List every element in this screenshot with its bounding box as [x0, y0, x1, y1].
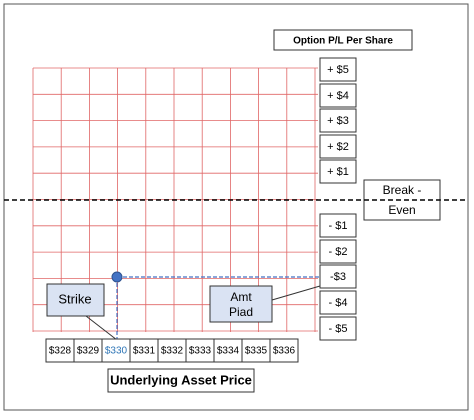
price-label: $334	[217, 346, 240, 357]
pl-label: -$3	[330, 271, 346, 283]
pl-box	[319, 108, 357, 133]
pl-label: - $2	[329, 246, 348, 258]
pl-box	[319, 83, 357, 108]
title-box	[273, 29, 413, 51]
strike-point	[111, 271, 123, 283]
pl-box	[319, 213, 357, 238]
pl-label: - $1	[329, 220, 348, 232]
pl-label: + $1	[327, 166, 349, 178]
price-label: $336	[273, 346, 296, 357]
pl-label: - $4	[329, 297, 348, 309]
pl-box	[319, 239, 357, 264]
amt-paid-box	[209, 285, 273, 323]
pl-label: + $4	[327, 90, 349, 102]
pl-box	[319, 134, 357, 159]
title: Option P/L Per Share	[293, 36, 393, 47]
price-label: $331	[133, 346, 156, 357]
price-label: $335	[245, 346, 268, 357]
pl-box	[319, 264, 357, 289]
x-axis-box	[107, 368, 255, 393]
pl-box	[319, 159, 357, 184]
pl-box	[319, 316, 357, 341]
break-even-label: Break -	[383, 183, 422, 197]
pl-label: - $5	[329, 323, 348, 335]
price-label: $330	[105, 346, 128, 357]
pl-label: + $3	[327, 115, 349, 127]
strike-box	[46, 283, 105, 317]
callout-line	[85, 315, 118, 341]
pl-box	[319, 290, 357, 315]
amt-paid-label: Piad	[229, 305, 253, 319]
price-label: $333	[189, 346, 212, 357]
pl-label: + $5	[327, 64, 349, 76]
break-even-label: Even	[388, 203, 415, 217]
price-box	[269, 338, 299, 363]
pl-box	[319, 57, 357, 82]
price-label: $332	[161, 346, 184, 357]
price-label: $328	[49, 346, 72, 357]
pl-label: + $2	[327, 141, 349, 153]
amt-paid-label: Amt	[230, 290, 252, 304]
x-axis-label: Underlying Asset Price	[110, 372, 252, 387]
callout-line	[271, 285, 321, 301]
strike-label: Strike	[58, 291, 91, 306]
price-label: $329	[77, 346, 100, 357]
